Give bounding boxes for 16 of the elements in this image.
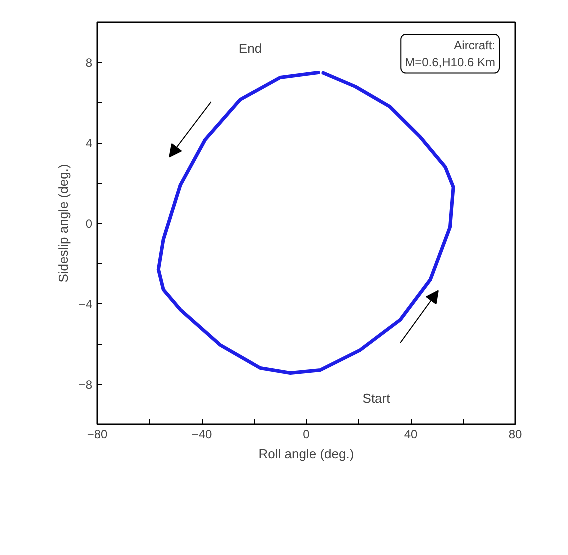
x-tick-label: −80 [87, 428, 108, 442]
y-tick-label: −8 [78, 378, 93, 392]
line-series [156, 71, 456, 375]
x-tick-label: 40 [404, 428, 418, 442]
annotation: End [238, 41, 262, 56]
annotation: Start [362, 391, 391, 406]
y-axis-title: Sideslip angle (deg.) [56, 164, 71, 283]
x-tick-label: 0 [303, 428, 310, 442]
x-axis-title: Roll angle (deg.) [258, 446, 354, 462]
y-tick-label: 8 [86, 56, 93, 70]
x-tick-label: −40 [192, 428, 213, 442]
y-tick-label: −4 [78, 297, 93, 312]
y-tick-label: 0 [86, 217, 93, 231]
y-tick-label: 4 [86, 136, 93, 151]
annotation: Aircraft: M=0.6,H10.6 Km [405, 38, 496, 70]
x-tick-label: 80 [508, 428, 522, 442]
